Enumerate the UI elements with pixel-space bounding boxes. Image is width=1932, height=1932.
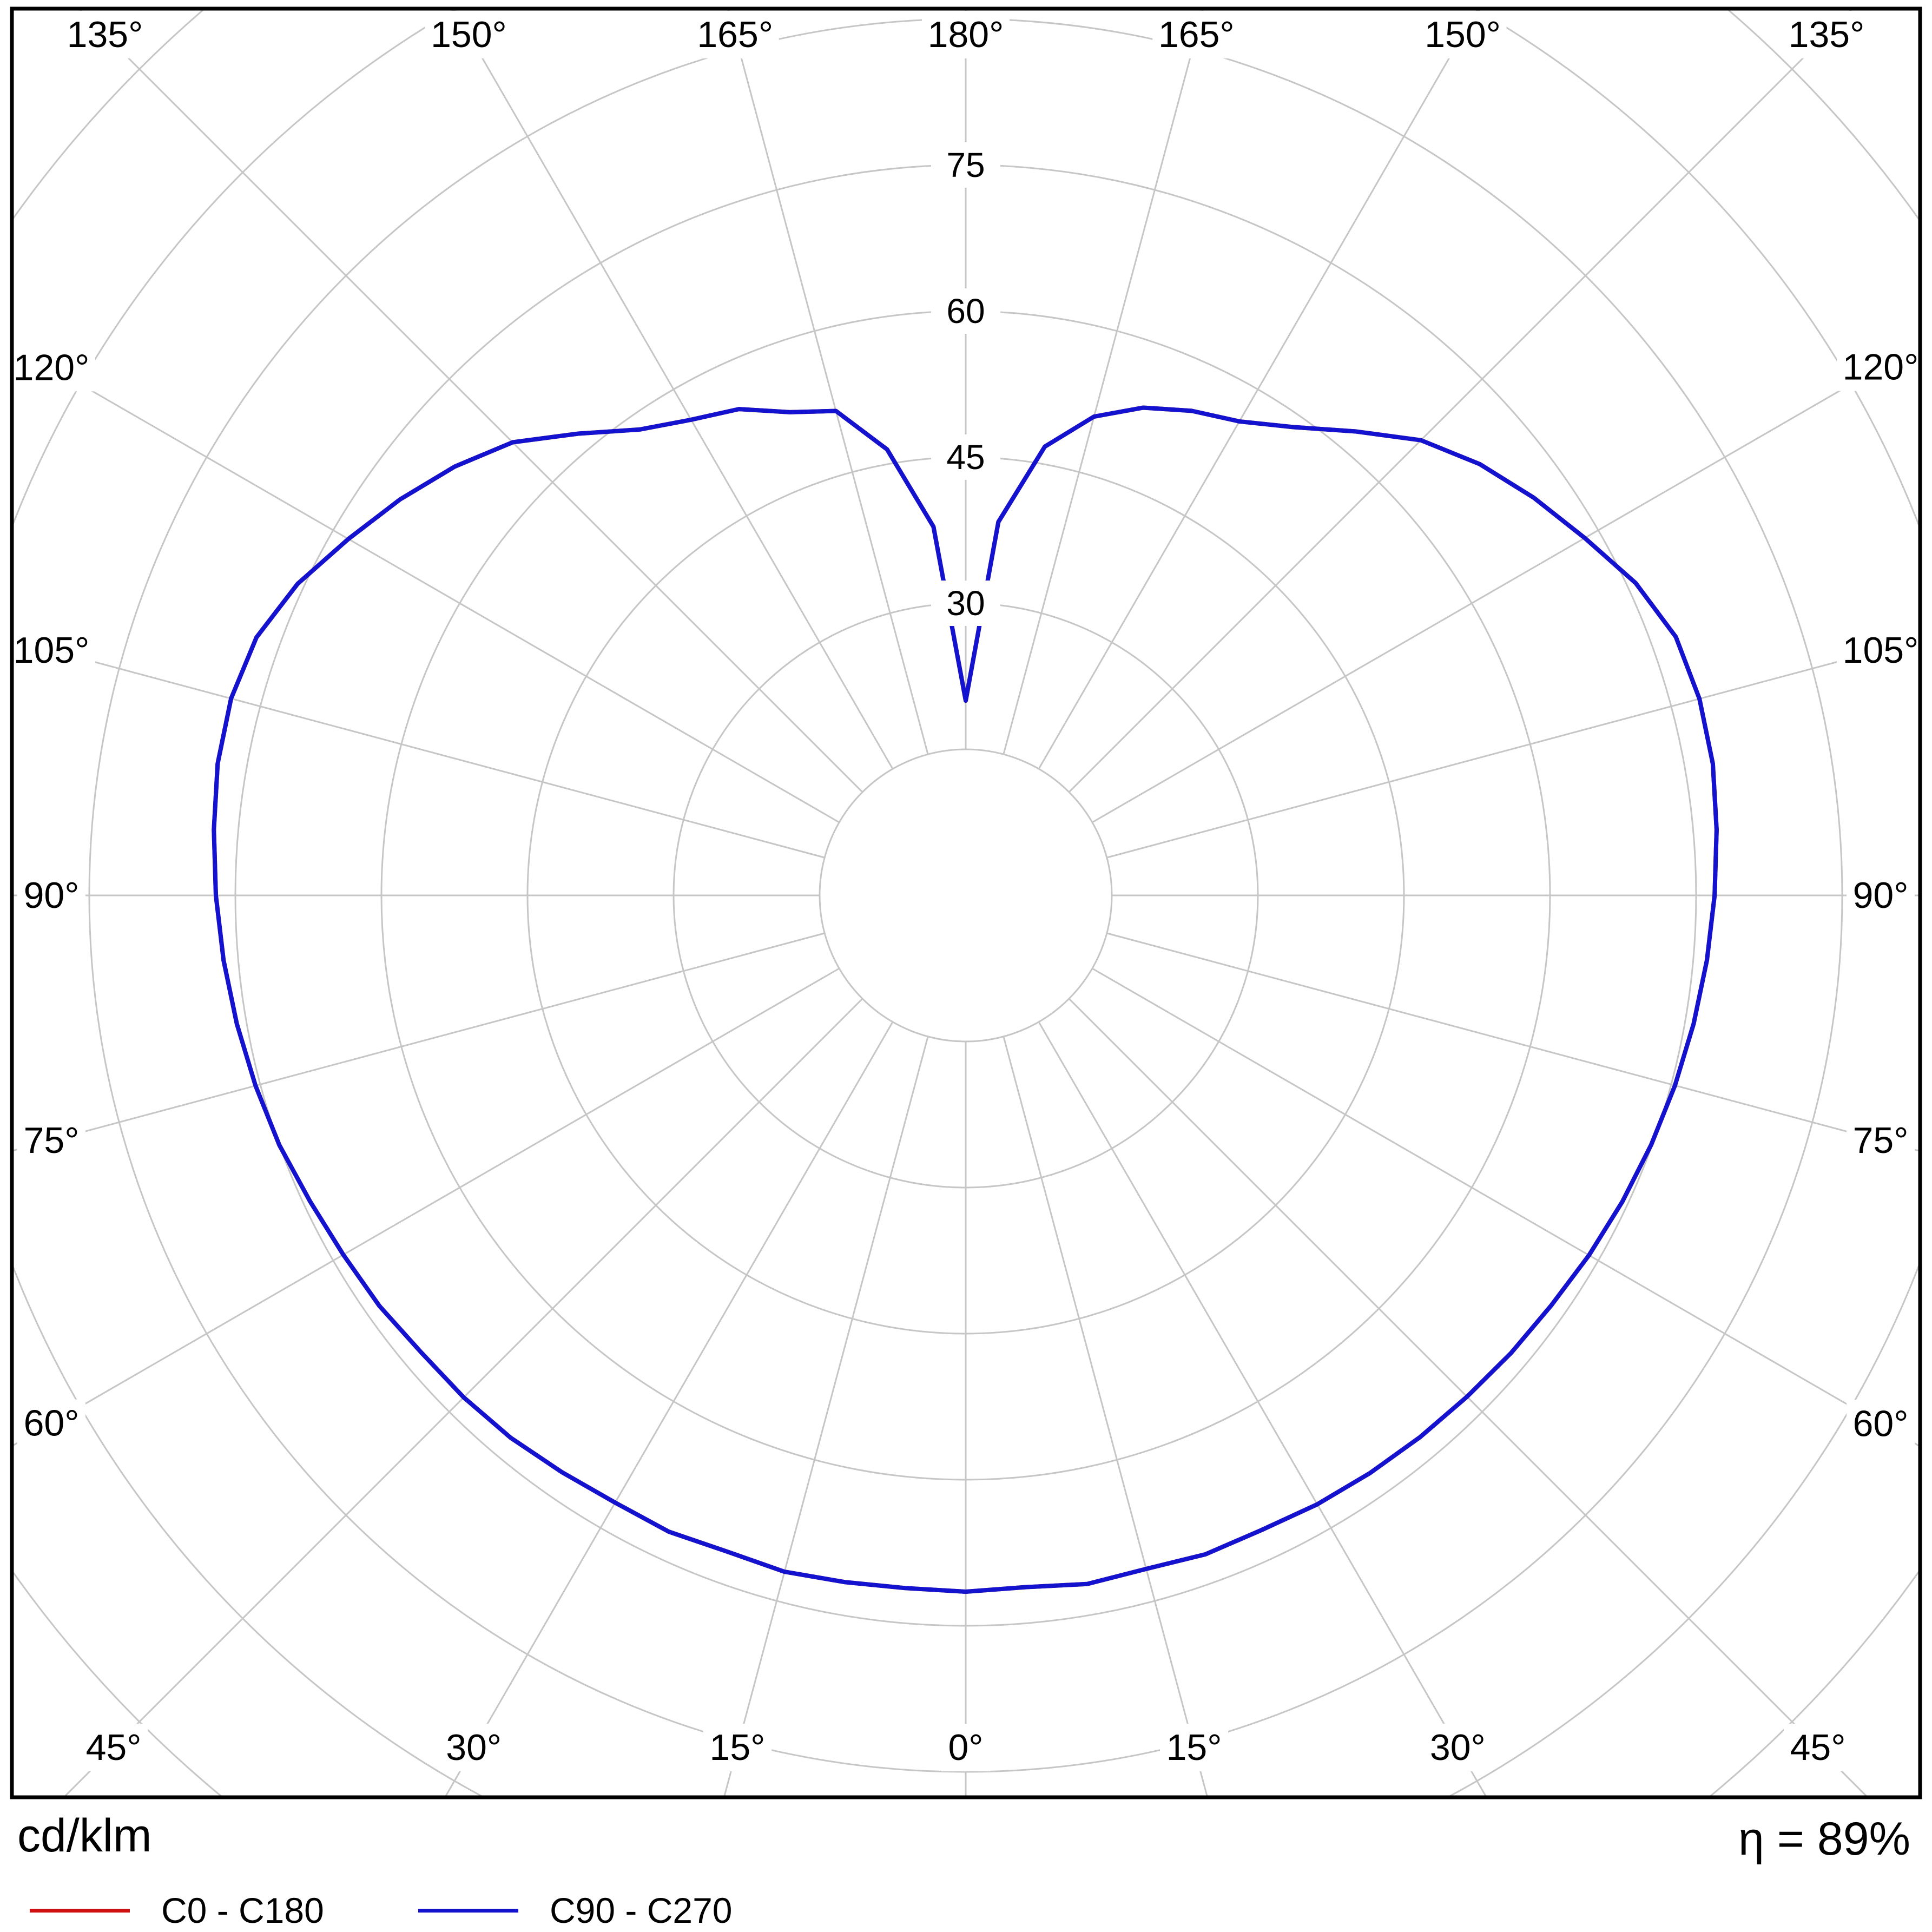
efficiency-value: η = 89% <box>1738 1813 1910 1865</box>
angle-label: 135° <box>67 14 143 55</box>
grid-spoke <box>1003 1036 1208 1796</box>
angle-label-bg <box>1837 626 1924 674</box>
ring-labels: 30 45 60 75 <box>931 142 1000 626</box>
angle-label-bg <box>1783 11 1870 58</box>
angle-label-bg <box>1160 1724 1229 1771</box>
angle-label-bg <box>691 11 779 58</box>
angle-label: 15° <box>710 1727 766 1768</box>
legend-item-c0-c180: C0 - C180 <box>30 1886 324 1932</box>
angle-label-bg <box>61 11 149 58</box>
angle-label-bg <box>17 1399 85 1447</box>
angle-label: 75° <box>1853 1120 1909 1161</box>
grid-spoke <box>1038 1021 1487 1796</box>
angle-label-bg <box>1847 872 1915 919</box>
angle-label-bg <box>8 627 95 675</box>
ring-label-bg <box>931 581 1000 626</box>
angle-label: 90° <box>1853 875 1909 916</box>
units-label: cd/klm <box>17 1810 152 1862</box>
angle-label: 135° <box>1789 14 1865 55</box>
grid-spoke <box>1106 932 1918 1152</box>
grid-spoke <box>14 932 825 1152</box>
grid-ring <box>819 748 1113 1043</box>
ring-label-bg <box>931 142 1000 188</box>
angle-label-bg <box>703 1724 772 1771</box>
grid-spoke <box>14 345 840 823</box>
grid-spoke <box>1092 967 1918 1447</box>
angle-label: 60° <box>24 1403 80 1444</box>
grid-spoke <box>1092 344 1918 823</box>
angle-label-bg <box>922 11 1010 58</box>
angle-label-bg <box>8 344 95 392</box>
grid-spoke <box>1068 10 1852 793</box>
angle-label: 45° <box>86 1727 142 1768</box>
grid-spoke <box>445 1021 894 1796</box>
angle-label-bg <box>17 872 85 919</box>
angle-label-bg <box>425 11 513 58</box>
angle-label: 30° <box>1430 1727 1486 1768</box>
angle-label: 165° <box>1158 14 1235 55</box>
angle-label: 0° <box>948 1727 983 1768</box>
legend-line-c0-icon <box>30 1908 130 1913</box>
angle-label-bg <box>1847 1400 1915 1448</box>
legend-label-c0: C0 - C180 <box>161 1890 324 1930</box>
angle-label: 180° <box>928 14 1004 55</box>
plot-border <box>10 6 1922 1799</box>
curve-c90-c270 <box>212 405 1719 1594</box>
angle-label: 90° <box>24 875 80 916</box>
angle-label-bg <box>80 1724 148 1771</box>
angle-label: 150° <box>431 14 507 55</box>
angle-label: 120° <box>14 347 90 388</box>
grid-spoke <box>14 639 825 859</box>
grid-spoke <box>64 998 863 1796</box>
legend: C0 - C180 C90 - C270 <box>30 1886 1220 1932</box>
angle-label: 105° <box>14 630 90 671</box>
legend-line-c90-icon <box>418 1908 518 1913</box>
angle-label-bg <box>1419 11 1507 58</box>
grid-spoke <box>79 10 863 793</box>
grid-spoke <box>14 967 840 1446</box>
angle-label: 60° <box>1853 1403 1909 1444</box>
grid-spoke <box>1106 639 1918 859</box>
angle-label: 30° <box>446 1727 502 1768</box>
angle-label: 105° <box>1843 630 1919 671</box>
angle-labels: 0° 15° 15° 30° 30° 45° 45° 60° 60° 75° 75° 90° 90° 10… <box>8 11 1924 1771</box>
grid-spoke <box>1038 10 1478 769</box>
angle-label: 165° <box>697 14 773 55</box>
grid-spoke <box>728 10 929 755</box>
angle-label: 75° <box>24 1120 80 1161</box>
grid-spoke <box>1003 10 1204 755</box>
ring-label-bg <box>931 434 1000 480</box>
angle-label-bg <box>941 1724 990 1771</box>
angle-label-bg <box>439 1724 508 1771</box>
legend-item-c90-c270: C90 - C270 <box>418 1886 733 1932</box>
legend-label-c90: C90 - C270 <box>550 1890 733 1930</box>
grid-spoke <box>723 1036 929 1796</box>
ring-label: 60 <box>946 292 985 331</box>
grid-spoke <box>1068 998 1868 1796</box>
angle-label-bg <box>1784 1724 1852 1771</box>
angle-label: 150° <box>1425 14 1501 55</box>
ring-label-bg <box>931 288 1000 334</box>
angle-label-bg <box>1837 343 1924 391</box>
grid-spoke <box>453 10 894 769</box>
angle-label-bg <box>1847 1117 1915 1165</box>
ring-label: 45 <box>946 438 985 477</box>
intensity-curves <box>212 405 1719 1594</box>
ring-label: 30 <box>946 584 985 623</box>
angle-label-bg <box>17 1116 85 1164</box>
angle-label: 45° <box>1790 1727 1846 1768</box>
angle-label-bg <box>1152 11 1241 58</box>
angle-label: 120° <box>1843 347 1919 388</box>
angle-label: 15° <box>1166 1727 1222 1768</box>
ring-label: 75 <box>946 146 985 184</box>
angle-label-bg <box>1423 1724 1492 1771</box>
